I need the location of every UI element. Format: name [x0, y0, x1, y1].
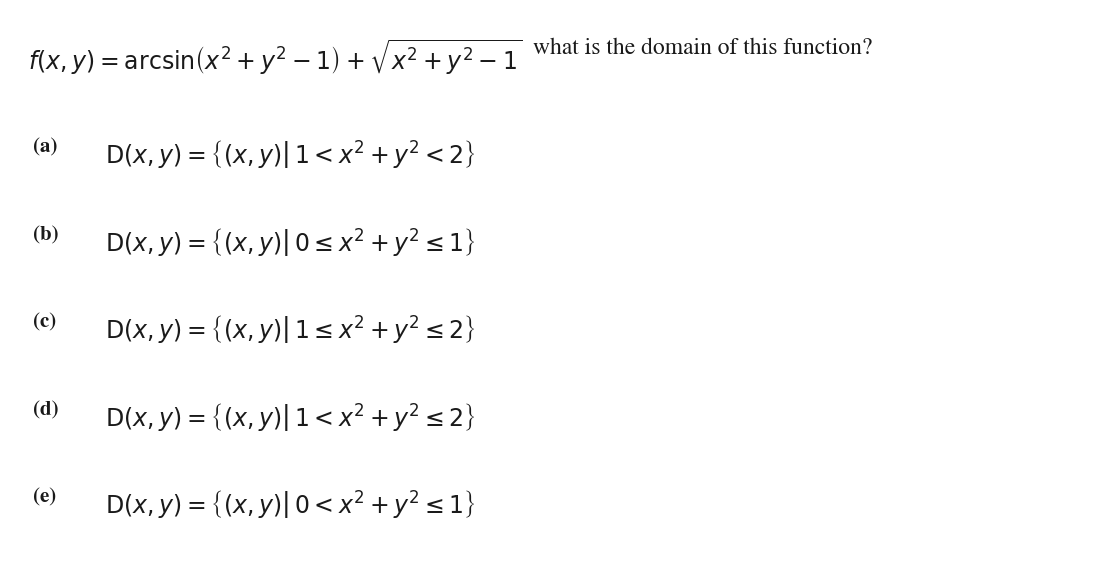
- Text: $\mathrm{D}(x,y)=\left\{(x,y)\middle|\,1<x^2+y^2<2\right\}$: $\mathrm{D}(x,y)=\left\{(x,y)\middle|\,1…: [105, 138, 476, 170]
- Text: $\mathrm{D}(x,y)=\left\{(x,y)\middle|\,0<x^2+y^2\leq 1\right\}$: $\mathrm{D}(x,y)=\left\{(x,y)\middle|\,0…: [105, 488, 476, 521]
- Text: (a): (a): [33, 138, 58, 157]
- Text: $\mathrm{D}(x,y)=\left\{(x,y)\middle|\,1\leq x^2+y^2\leq 2\right\}$: $\mathrm{D}(x,y)=\left\{(x,y)\middle|\,1…: [105, 313, 476, 346]
- Text: (c): (c): [33, 313, 57, 332]
- Text: (d): (d): [33, 401, 59, 419]
- Text: $\mathrm{D}(x,y)=\left\{(x,y)\middle|\,1<x^2+y^2\leq 2\right\}$: $\mathrm{D}(x,y)=\left\{(x,y)\middle|\,1…: [105, 401, 476, 433]
- Text: $\mathrm{D}(x,y)=\left\{(x,y)\middle|\,0\leq x^2+y^2\leq 1\right\}$: $\mathrm{D}(x,y)=\left\{(x,y)\middle|\,0…: [105, 226, 476, 258]
- Text: (b): (b): [33, 226, 59, 244]
- Text: (e): (e): [33, 488, 57, 507]
- Text: $f(x,y)=\mathrm{arcsin}\left(x^2+y^2-1\right)+\sqrt{x^2+y^2-1}$: $f(x,y)=\mathrm{arcsin}\left(x^2+y^2-1\r…: [28, 37, 522, 78]
- Text: what is the domain of this function?: what is the domain of this function?: [533, 37, 872, 59]
